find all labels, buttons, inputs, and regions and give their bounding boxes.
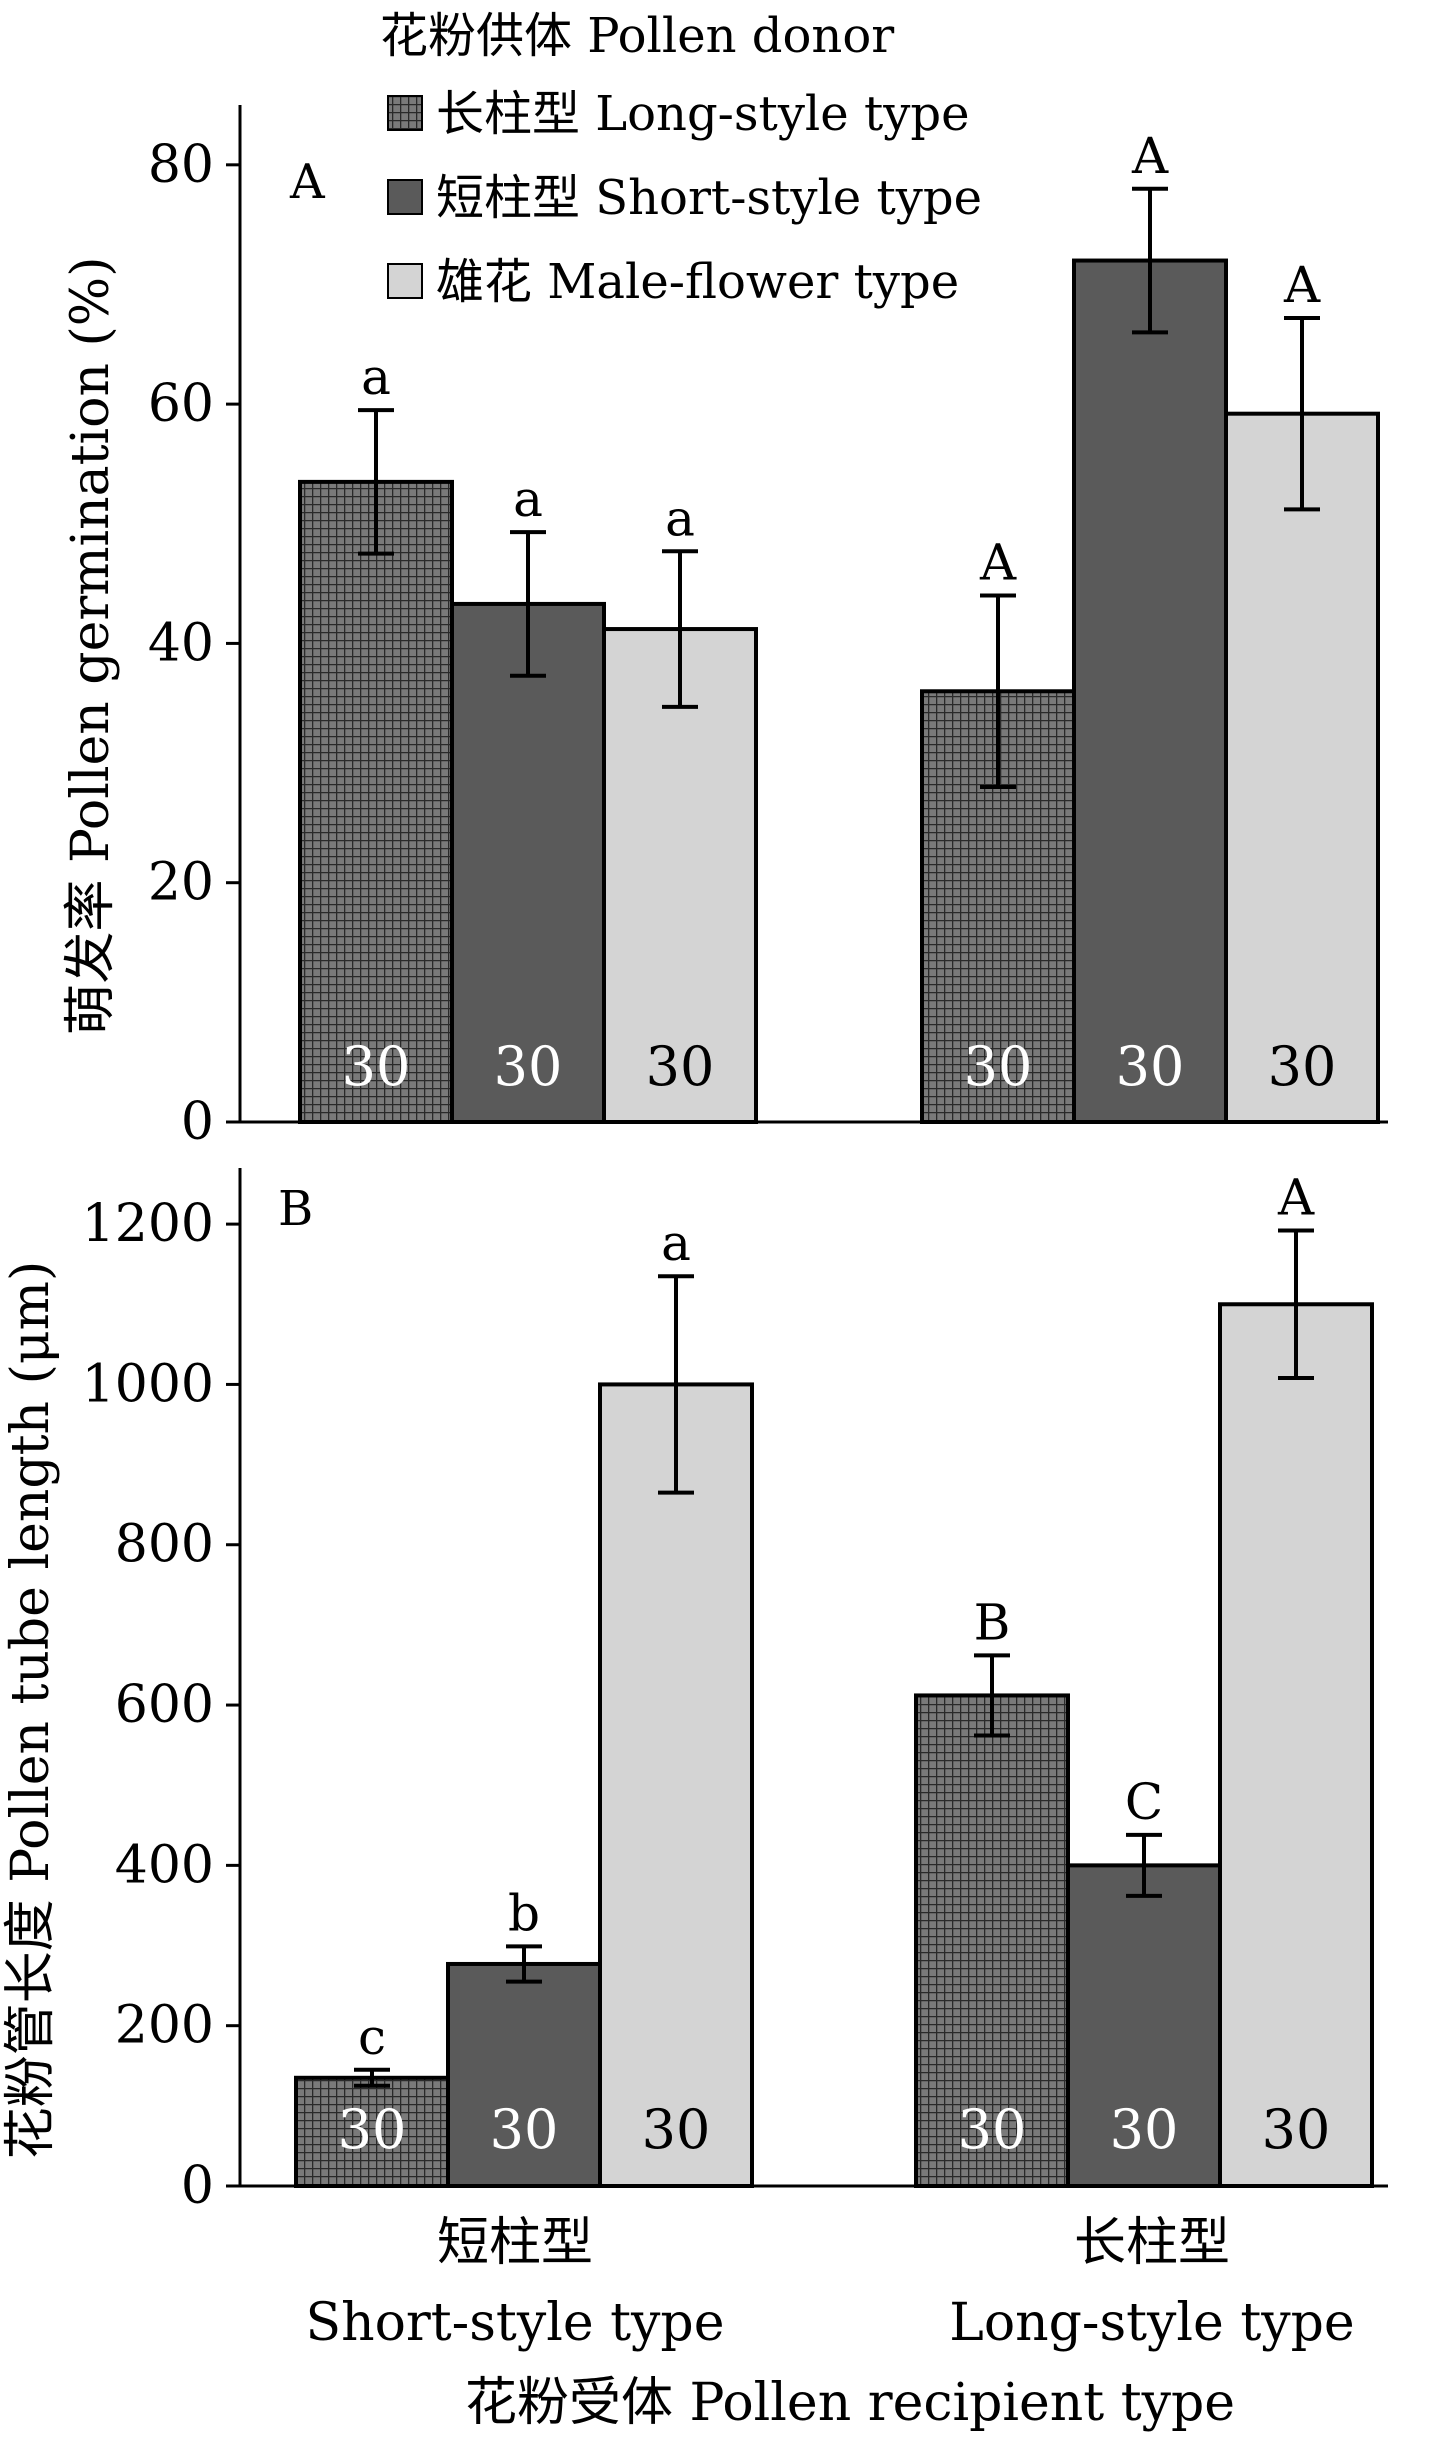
sample-size-label: 30 xyxy=(1262,2098,1331,2161)
significance-letter: c xyxy=(358,2008,386,2066)
x-axis-label: 花粉受体 Pollen recipient type xyxy=(465,2373,1235,2433)
legend-title: 花粉供体 Pollen donor xyxy=(380,8,894,64)
y-tick-label: 80 xyxy=(148,135,214,195)
panel-a-y-axis-label: 萌发率 Pollen germination (%) xyxy=(61,257,121,1036)
y-tick-label: 200 xyxy=(115,1996,214,2056)
bar-short-style xyxy=(446,1961,602,2188)
y-tick-label: 1000 xyxy=(82,1354,214,1414)
x-tick-label-short-style-en: Short-style type xyxy=(306,2293,725,2353)
sample-size-label: 30 xyxy=(1268,1035,1337,1098)
legend-swatch-long-style xyxy=(387,95,423,131)
sample-size-label: 30 xyxy=(1110,2098,1179,2161)
significance-letter: a xyxy=(361,348,391,406)
significance-letter: A xyxy=(979,534,1017,592)
y-tick-label: 0 xyxy=(181,1092,214,1152)
panel-b-tube-length: B 花粉管长度 Pollen tube length (μm) 0 200 400 6… xyxy=(1,1168,1388,2433)
sample-size-label: 30 xyxy=(958,2098,1027,2161)
panel-b-y-ticks: 0 200 400 600 800 1000 1200 xyxy=(82,1194,240,2216)
significance-letter: B xyxy=(974,1593,1011,1651)
legend-item-long-style: 长柱型 Long-style type xyxy=(387,86,970,142)
panel-b-label: B xyxy=(278,1181,313,1237)
significance-letter: b xyxy=(508,1884,540,1942)
legend-label-short-style: 短柱型 Short-style type xyxy=(436,170,982,226)
bar-male-flower xyxy=(598,1382,754,2188)
sample-size-label: 30 xyxy=(1116,1035,1185,1098)
sample-size-label: 30 xyxy=(494,1035,563,1098)
legend-label-long-style: 长柱型 Long-style type xyxy=(436,86,970,142)
panel-b-bars: c 30 b 30 a 30 B 30 C 30 A 30 xyxy=(294,1169,1374,2189)
y-tick-label: 800 xyxy=(115,1515,214,1575)
y-tick-label: 40 xyxy=(148,613,214,673)
sample-size-label: 30 xyxy=(964,1035,1033,1098)
legend-swatch-short-style xyxy=(387,179,423,215)
panel-a-germination: A 萌发率 Pollen germination (%) 0 20 40 60 80 a… xyxy=(61,105,1388,1152)
sample-size-label: 30 xyxy=(338,2098,407,2161)
sample-size-label: 30 xyxy=(490,2098,559,2161)
panel-b-y-axis-label: 花粉管长度 Pollen tube length (μm) xyxy=(1,1261,61,2160)
significance-letter: a xyxy=(661,1214,691,1272)
y-tick-label: 1200 xyxy=(82,1194,214,1254)
bar-male-flower xyxy=(1218,1302,1374,2188)
panel-a-y-ticks: 0 20 40 60 80 xyxy=(148,135,240,1152)
legend: 花粉供体 Pollen donor 长柱型 Long-style type 短柱… xyxy=(380,8,982,310)
bar-long-style xyxy=(298,479,454,1124)
y-tick-label: 400 xyxy=(115,1835,214,1895)
bar-long-style xyxy=(294,2075,450,2188)
x-tick-label-long-style-zh: 长柱型 xyxy=(1074,2213,1230,2273)
y-tick-label: 60 xyxy=(148,374,214,434)
y-tick-label: 20 xyxy=(148,853,214,913)
x-tick-label-short-style-zh: 短柱型 xyxy=(437,2213,593,2273)
y-tick-label: 0 xyxy=(181,2156,214,2216)
significance-letter: A xyxy=(1283,256,1321,314)
panel-a-label: A xyxy=(289,154,326,210)
legend-item-male-flower: 雄花 Male-flower type xyxy=(387,254,959,310)
bar-male-flower xyxy=(1224,411,1380,1125)
bar-male-flower xyxy=(602,627,758,1125)
x-tick-label-long-style-en: Long-style type xyxy=(949,2293,1354,2353)
significance-letter: A xyxy=(1131,127,1169,185)
sample-size-label: 30 xyxy=(646,1035,715,1098)
significance-letter: a xyxy=(513,470,543,528)
sample-size-label: 30 xyxy=(342,1035,411,1098)
bar-short-style xyxy=(1072,258,1228,1124)
sample-size-label: 30 xyxy=(642,2098,711,2161)
panel-a-bars: a 30 a 30 a 30 A 30 A 30 A 30 xyxy=(298,127,1380,1125)
legend-swatch-male-flower xyxy=(387,263,423,299)
significance-letter: C xyxy=(1125,1773,1163,1831)
legend-label-male-flower: 雄花 Male-flower type xyxy=(436,254,959,310)
significance-letter: a xyxy=(665,489,695,547)
significance-letter: A xyxy=(1277,1169,1315,1227)
y-tick-label: 600 xyxy=(115,1675,214,1735)
legend-item-short-style: 短柱型 Short-style type xyxy=(387,170,982,226)
bar-short-style xyxy=(1066,1863,1222,2189)
